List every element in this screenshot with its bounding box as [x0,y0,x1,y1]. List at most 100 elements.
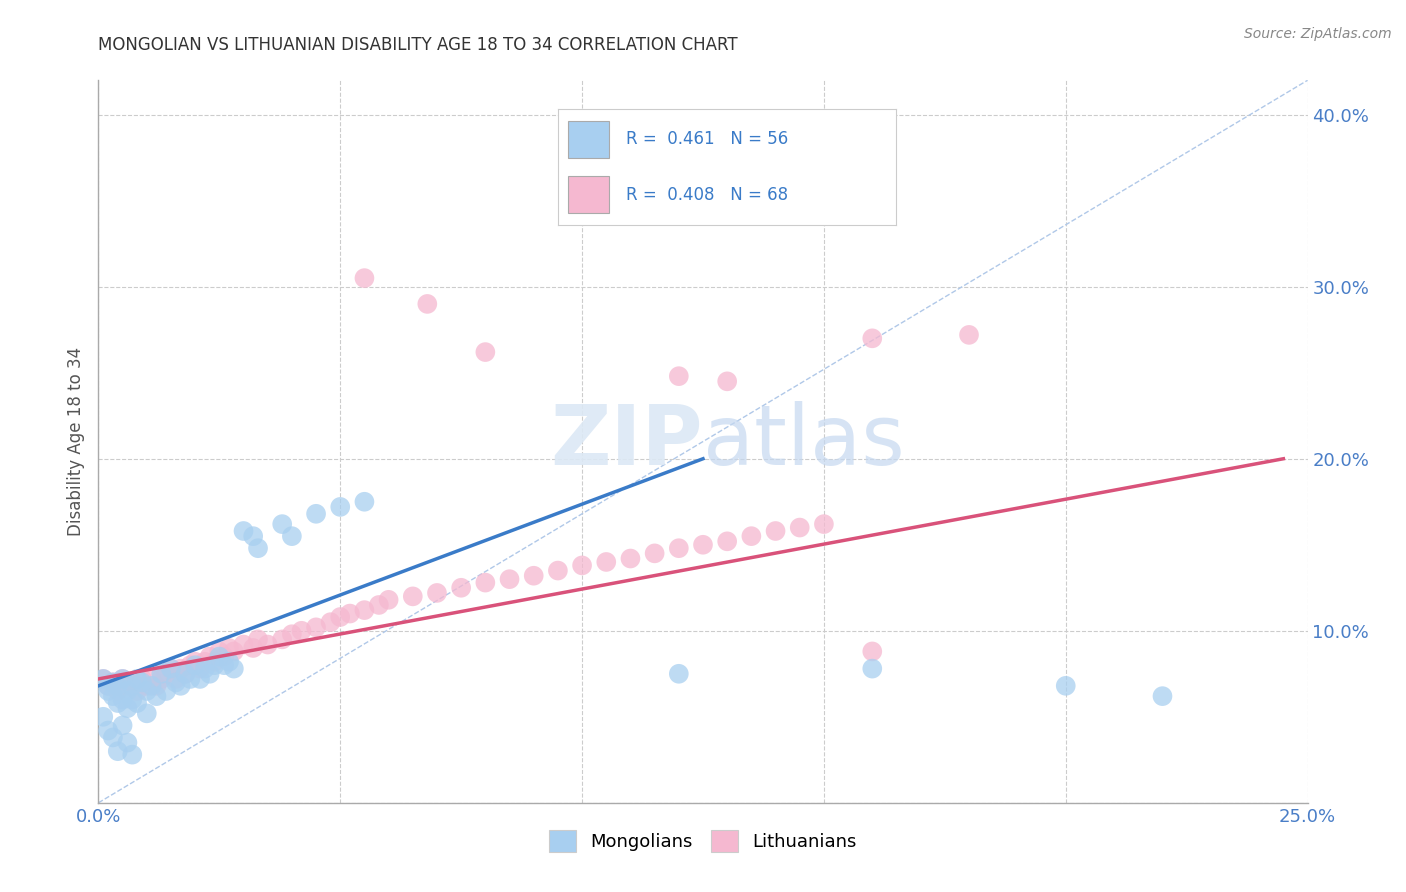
Text: ZIP: ZIP [551,401,703,482]
Point [155,666,177,681]
Point [740,529,762,543]
Point [353,271,375,285]
Point [135,679,157,693]
Point [107,679,129,693]
Point [117,684,139,698]
Point [101,689,124,703]
Point [169,662,191,676]
Point [450,581,472,595]
Point [290,624,312,638]
Point [194,662,217,676]
Point [668,369,690,384]
Point [97,684,120,698]
Text: atlas: atlas [703,401,904,482]
Point [377,592,399,607]
Point [141,679,163,693]
Point [329,610,352,624]
Point [860,644,883,658]
Point [188,662,211,676]
Point [860,662,883,676]
Point [184,655,207,669]
Point [135,684,157,698]
Y-axis label: Disability Age 18 to 34: Disability Age 18 to 34 [66,347,84,536]
Point [353,603,375,617]
Point [222,644,245,658]
Point [174,666,197,681]
Point [204,655,226,669]
Point [668,541,690,556]
Point [232,638,254,652]
Point [121,692,143,706]
Point [957,327,980,342]
Point [107,696,129,710]
Point [281,529,304,543]
Point [204,658,226,673]
Point [474,575,496,590]
Point [127,696,149,710]
Point [179,658,201,673]
Point [271,517,294,532]
Point [860,331,883,345]
Point [474,345,496,359]
Point [198,649,221,664]
Point [179,672,201,686]
Point [127,684,149,698]
Point [145,689,167,703]
Point [765,524,787,538]
Point [813,517,835,532]
Point [595,555,617,569]
Point [150,672,173,686]
Point [547,564,569,578]
Point [131,675,153,690]
Point [247,541,270,556]
Point [165,672,187,686]
Point [368,598,391,612]
Point [101,675,124,690]
Point [208,649,231,664]
Point [319,615,342,630]
Point [160,662,183,676]
Point [111,672,134,686]
Point [169,679,191,693]
Point [141,672,163,686]
Point [305,507,328,521]
Point [97,723,120,738]
Text: Source: ZipAtlas.com: Source: ZipAtlas.com [1244,27,1392,41]
Legend: Mongolians, Lithuanians: Mongolians, Lithuanians [541,822,865,859]
Point [212,649,235,664]
Point [91,672,114,686]
Point [498,572,520,586]
Point [619,551,641,566]
Point [644,546,666,560]
Point [155,684,177,698]
Point [111,672,134,686]
Point [188,672,211,686]
Point [117,735,139,749]
Point [692,538,714,552]
Point [91,672,114,686]
Point [644,177,666,191]
Point [218,640,240,655]
Point [523,568,546,582]
Point [242,640,264,655]
Point [212,658,235,673]
Point [716,534,738,549]
Point [256,638,278,652]
Point [416,297,439,311]
Point [111,718,134,732]
Point [194,655,217,669]
Point [121,675,143,690]
Point [1152,689,1174,703]
Point [101,731,124,745]
Point [402,590,425,604]
Point [107,684,129,698]
Point [232,524,254,538]
Point [339,607,361,621]
Point [117,701,139,715]
Point [353,494,375,508]
Point [97,679,120,693]
Point [571,558,593,573]
Point [131,672,153,686]
Point [222,662,245,676]
Point [247,632,270,647]
